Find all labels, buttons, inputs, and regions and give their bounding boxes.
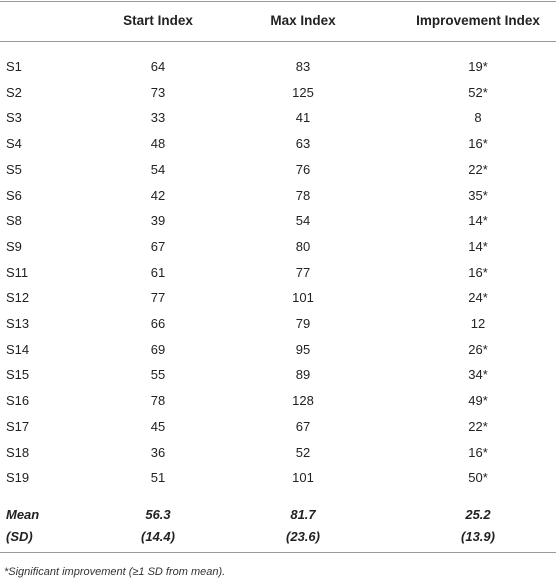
cell-value: 69 [150, 341, 166, 357]
row-label: S9 [6, 238, 22, 254]
cell-value: 19* [468, 59, 488, 74]
cell-value: 52 [295, 444, 311, 460]
cell-value: 76 [295, 161, 311, 177]
cell-value: 22* [468, 161, 488, 177]
cell-value: 24* [468, 290, 488, 306]
cell-value: 54 [150, 161, 166, 177]
row-label: S19 [6, 470, 30, 486]
cell-value: 77 [295, 264, 311, 280]
cell-value: 35* [468, 187, 488, 203]
row-label: S2 [6, 84, 22, 100]
cell-value: 78 [150, 393, 166, 409]
cell-value: 78 [295, 187, 311, 203]
row-label: S15 [6, 367, 30, 383]
cell-value: 51 [150, 470, 166, 486]
cell-value: 79 [295, 316, 311, 331]
cell-value: 101 [292, 290, 314, 306]
cell-value: 61 [150, 264, 166, 280]
cell-value: 12 [470, 316, 486, 331]
column-header: Start Index [123, 13, 193, 28]
cell-value: 49* [468, 393, 488, 409]
cell-value: 52* [468, 84, 488, 100]
column-header: Improvement Index [416, 13, 540, 28]
cell-value: 95 [295, 341, 311, 357]
cell-value: 8 [474, 110, 482, 126]
cell-value: 77 [150, 290, 166, 306]
cell-value: 101 [292, 470, 314, 486]
summary-value: 25.2 [465, 507, 491, 522]
cell-value: 16* [468, 136, 488, 152]
cell-value: 16* [468, 264, 488, 280]
row-label: S14 [6, 341, 30, 357]
row-label: S18 [6, 444, 30, 460]
row-label: S5 [6, 161, 22, 177]
cell-value: 14* [468, 238, 488, 254]
cell-value: 26* [468, 341, 488, 357]
bottom-rule [0, 552, 556, 553]
cell-value: 22* [468, 418, 488, 434]
summary-label: Mean [6, 507, 40, 522]
cell-value: 33 [150, 110, 166, 126]
cell-value: 125 [292, 84, 314, 100]
cell-value: 89 [295, 367, 311, 383]
cell-value: 50* [468, 470, 488, 486]
cell-value: 48 [150, 136, 166, 152]
cell-value: 45 [150, 418, 166, 434]
cell-value: 34* [468, 367, 488, 383]
column-header: Max Index [270, 13, 336, 28]
cell-value: 41 [295, 110, 311, 126]
footnote: *Significant improvement (≥1 SD from mea… [4, 566, 226, 578]
top-rule [0, 1, 556, 2]
cell-value: 55 [150, 367, 166, 383]
row-label: S8 [6, 213, 22, 229]
cell-value: 64 [150, 59, 166, 74]
cell-value: 67 [295, 418, 311, 434]
summary-value: (23.6) [286, 529, 320, 544]
cell-value: 16* [468, 444, 488, 460]
row-label: S13 [6, 316, 30, 331]
summary-value: (14.4) [141, 529, 175, 544]
cell-value: 73 [150, 84, 166, 100]
row-label: S17 [6, 418, 30, 434]
row-label: S16 [6, 393, 30, 409]
summary-value: 56.3 [145, 507, 171, 522]
header-rule [0, 41, 556, 42]
cell-value: 67 [150, 238, 166, 254]
row-label: S3 [6, 110, 22, 126]
cell-value: 42 [150, 187, 166, 203]
cell-value: 66 [150, 316, 166, 331]
cell-value: 63 [295, 136, 311, 152]
cell-value: 36 [150, 444, 166, 460]
row-label: S6 [6, 187, 22, 203]
row-label: S4 [6, 136, 22, 152]
summary-label: (SD) [6, 529, 33, 544]
cell-value: 83 [295, 59, 311, 74]
row-label: S12 [6, 290, 30, 306]
cell-value: 54 [295, 213, 311, 229]
row-label: S11 [6, 264, 29, 280]
cell-value: 14* [468, 213, 488, 229]
summary-value: 81.7 [290, 507, 316, 522]
cell-value: 80 [295, 238, 311, 254]
cell-value: 128 [292, 393, 314, 409]
summary-value: (13.9) [461, 529, 495, 544]
row-label: S1 [6, 59, 22, 74]
cell-value: 39 [150, 213, 166, 229]
